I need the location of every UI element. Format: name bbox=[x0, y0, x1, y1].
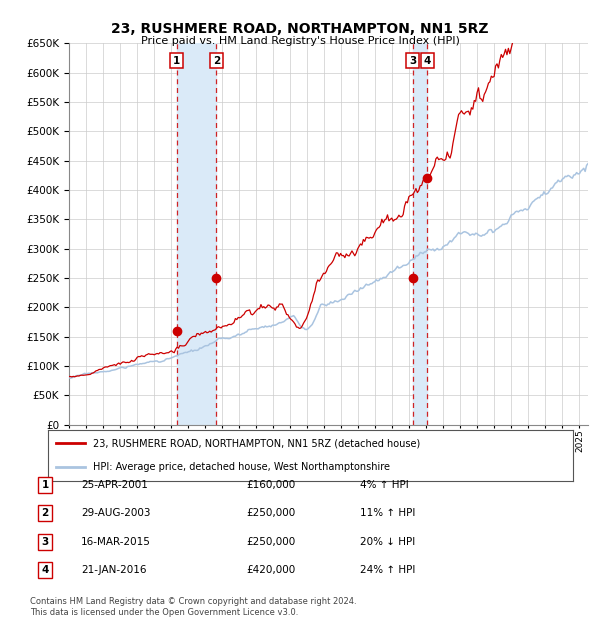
Text: 20% ↓ HPI: 20% ↓ HPI bbox=[360, 537, 415, 547]
Text: HPI: Average price, detached house, West Northamptonshire: HPI: Average price, detached house, West… bbox=[92, 462, 389, 472]
Text: 4: 4 bbox=[41, 565, 49, 575]
Text: Price paid vs. HM Land Registry's House Price Index (HPI): Price paid vs. HM Land Registry's House … bbox=[140, 36, 460, 46]
Bar bbox=[413, 43, 427, 425]
Text: 1: 1 bbox=[173, 56, 180, 66]
Text: Contains HM Land Registry data © Crown copyright and database right 2024.
This d: Contains HM Land Registry data © Crown c… bbox=[30, 598, 356, 617]
Text: 25-APR-2001: 25-APR-2001 bbox=[81, 480, 148, 490]
Bar bbox=[176, 43, 217, 425]
Text: 1: 1 bbox=[41, 480, 49, 490]
Text: £250,000: £250,000 bbox=[246, 537, 295, 547]
Text: 2: 2 bbox=[41, 508, 49, 518]
Text: £250,000: £250,000 bbox=[246, 508, 295, 518]
Text: £160,000: £160,000 bbox=[246, 480, 295, 490]
Text: 3: 3 bbox=[41, 537, 49, 547]
Text: 16-MAR-2015: 16-MAR-2015 bbox=[81, 537, 151, 547]
Text: 4% ↑ HPI: 4% ↑ HPI bbox=[360, 480, 409, 490]
Text: 4: 4 bbox=[424, 56, 431, 66]
Text: 23, RUSHMERE ROAD, NORTHAMPTON, NN1 5RZ (detached house): 23, RUSHMERE ROAD, NORTHAMPTON, NN1 5RZ … bbox=[92, 438, 420, 448]
Text: 11% ↑ HPI: 11% ↑ HPI bbox=[360, 508, 415, 518]
Text: 3: 3 bbox=[409, 56, 416, 66]
Text: 21-JAN-2016: 21-JAN-2016 bbox=[81, 565, 146, 575]
Text: 29-AUG-2003: 29-AUG-2003 bbox=[81, 508, 151, 518]
Text: 2: 2 bbox=[213, 56, 220, 66]
Text: 24% ↑ HPI: 24% ↑ HPI bbox=[360, 565, 415, 575]
Text: £420,000: £420,000 bbox=[246, 565, 295, 575]
Text: 23, RUSHMERE ROAD, NORTHAMPTON, NN1 5RZ: 23, RUSHMERE ROAD, NORTHAMPTON, NN1 5RZ bbox=[111, 22, 489, 36]
